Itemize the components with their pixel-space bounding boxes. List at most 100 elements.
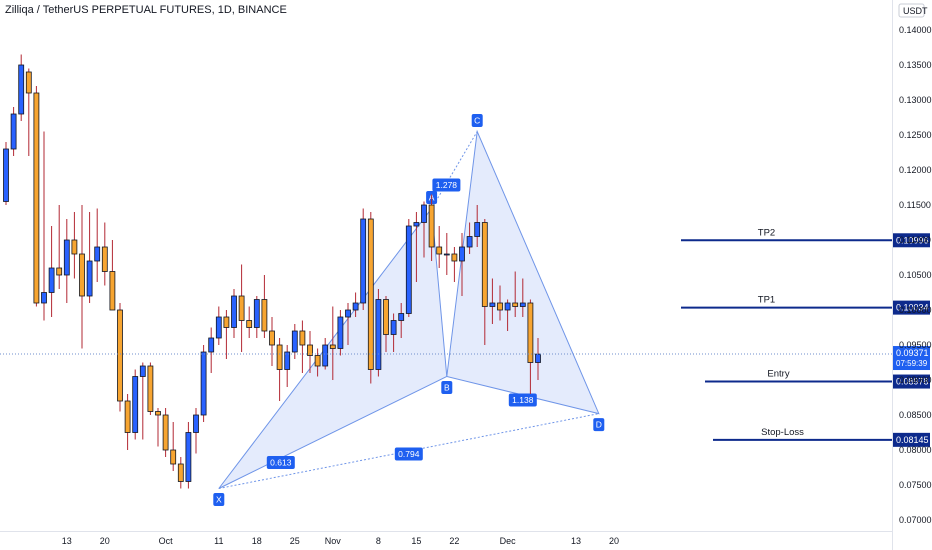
level-name-tp1: TP1 <box>758 295 775 306</box>
candle-body <box>124 400 131 433</box>
candle-body <box>398 313 405 321</box>
y-tick-label: 0.08000 <box>899 445 932 455</box>
level-name-tp2: TP2 <box>758 227 775 238</box>
candle-body <box>33 92 40 304</box>
level-price-badge <box>893 374 930 389</box>
level-price-badge <box>893 432 930 447</box>
candle-body <box>139 365 146 377</box>
candle-body <box>231 295 237 328</box>
candle-body <box>10 113 17 150</box>
candle-body <box>117 309 123 402</box>
candle-body <box>147 365 154 412</box>
candle-body <box>177 463 184 482</box>
current-price-badge <box>893 346 930 371</box>
candle-body <box>86 260 93 297</box>
point-c-tag-text: C <box>474 116 480 126</box>
candle-body <box>390 320 397 335</box>
candle-body <box>101 246 108 272</box>
candle-body <box>94 246 101 262</box>
candle-body <box>261 299 268 332</box>
ratio-xad-tag-text: 0.794 <box>398 449 420 459</box>
candle-body <box>352 302 359 311</box>
point-b-tag-text: B <box>444 383 450 393</box>
x-tick-label: 20 <box>609 536 619 546</box>
candle-body <box>41 292 47 304</box>
currency-label: USDT <box>903 6 928 16</box>
candle-body <box>535 353 541 363</box>
candle-body <box>25 71 32 94</box>
x-tick-label: 25 <box>290 536 300 546</box>
y-tick-label: 0.12000 <box>899 165 932 175</box>
ac-dotted-line <box>431 131 478 209</box>
candle-body <box>109 271 116 311</box>
level-price-badge <box>893 233 930 248</box>
ratio-abc-tag <box>432 178 461 192</box>
candle-body <box>307 344 313 356</box>
y-tick-label: 0.13500 <box>899 60 932 70</box>
candle-body <box>269 330 275 346</box>
x-tick-label: 18 <box>252 536 262 546</box>
candle-body <box>367 218 374 370</box>
candles <box>3 54 541 489</box>
ratio-abc-tag-text: 1.278 <box>436 180 458 190</box>
bcd-triangle <box>446 129 600 415</box>
y-tick-label: 0.07000 <box>899 515 932 525</box>
candle-body <box>329 344 336 349</box>
candle-body <box>71 239 78 255</box>
ratio-xab-tag-text: 0.613 <box>270 458 292 468</box>
x-tick-label: 15 <box>411 536 421 546</box>
candle-body <box>253 299 260 328</box>
x-tick-label: 13 <box>62 536 72 546</box>
candle-body <box>155 411 161 416</box>
candle-body <box>56 267 63 276</box>
point-c-tag <box>471 114 483 127</box>
candle-body <box>459 246 465 262</box>
x-tick-label: 13 <box>571 536 581 546</box>
y-tick-label: 0.09000 <box>899 375 932 385</box>
candle-body <box>489 302 496 307</box>
current-price-label: 0.09371 <box>896 348 929 358</box>
candle-body <box>421 204 427 223</box>
candle-body <box>443 253 450 256</box>
ratio-bcd-tag-text: 1.138 <box>512 395 534 405</box>
ratio-xad-tag <box>394 447 423 461</box>
trade-levels: TP2 0.10996 TP1 0.10034 Entry 0.08978 Stop-Los… <box>0 227 930 447</box>
candle-body <box>405 225 412 314</box>
candle-body <box>132 376 139 433</box>
candle-body <box>3 148 9 202</box>
level-price-label: 0.08145 <box>896 435 929 445</box>
candle-body <box>170 449 177 465</box>
candle-body <box>63 239 70 276</box>
candle-body <box>299 330 306 346</box>
level-price-badge <box>893 300 930 315</box>
x-tick-label: 11 <box>214 536 223 546</box>
ratio-xab-tag <box>266 456 295 469</box>
chart-title: Zilliqa / TetherUS PERPETUAL FUTURES, 1D… <box>5 4 287 16</box>
candle-body <box>79 253 85 297</box>
candle-body <box>322 344 329 367</box>
y-tick-label: 0.11000 <box>899 235 931 245</box>
point-b-tag <box>441 381 453 394</box>
candle-body <box>512 302 519 307</box>
candle-body <box>215 316 222 339</box>
y-tick-label: 0.13000 <box>899 95 932 105</box>
candle-body <box>375 299 382 370</box>
candle-body <box>48 267 55 293</box>
candle-body <box>291 330 298 353</box>
level-name-stop-loss: Stop-Loss <box>761 427 804 438</box>
candle-body <box>383 299 389 335</box>
x-tick-label: Dec <box>500 536 517 546</box>
candle-body <box>474 222 481 237</box>
candle-body <box>481 222 488 307</box>
candle-body <box>519 302 526 307</box>
level-price-label: 0.10996 <box>896 235 929 245</box>
candle-body <box>527 302 534 363</box>
y-tick-label: 0.12500 <box>899 130 932 140</box>
candle-body <box>208 337 215 353</box>
candle-body <box>337 316 344 349</box>
y-tick-label: 0.09500 <box>899 340 932 350</box>
level-price-label: 0.10034 <box>896 303 929 313</box>
y-tick-label: 0.11500 <box>899 200 931 210</box>
